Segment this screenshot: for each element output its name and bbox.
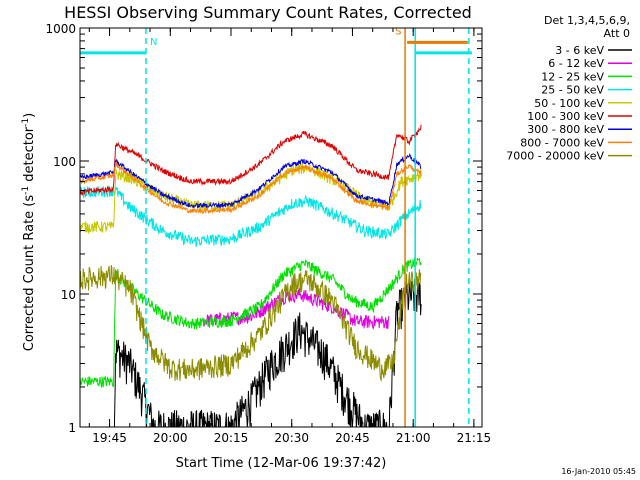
x-tick-label-2: 20:00 xyxy=(153,431,188,445)
legend-label-5: 50 - 100 keV xyxy=(534,97,604,110)
chart-title: HESSI Observing Summary Count Rates, Cor… xyxy=(64,3,472,22)
flag-label-N: N xyxy=(150,37,157,48)
series-line-1 xyxy=(113,278,422,427)
y-axis: 1 10 100 1000 xyxy=(45,22,482,435)
x-tick-label-5: 20:45 xyxy=(335,431,370,445)
legend-header-line-1: Det 1,3,4,5,6,9, xyxy=(544,14,630,27)
y-tick-label-4: 1000 xyxy=(45,22,76,36)
series-line-8 xyxy=(80,160,422,215)
legend-label-3: 12 - 25 keV xyxy=(541,70,604,83)
legend-header-line-2: Att 0 xyxy=(604,27,630,40)
plot-area: NS xyxy=(80,26,472,427)
x-tick-label-7: 21:15 xyxy=(457,431,492,445)
series-line-9 xyxy=(80,265,422,383)
x-tick-label-3: 20:15 xyxy=(214,431,249,445)
legend-label-1: 3 - 6 keV xyxy=(555,44,604,57)
legend-label-9: 7000 - 20000 keV xyxy=(506,150,604,163)
x-tick-label-1: 19:45 xyxy=(92,431,127,445)
y-tick-label-1: 1 xyxy=(68,421,76,435)
x-axis: 19:45 20:00 20:15 20:30 20:45 21:00 21:15 xyxy=(88,28,492,445)
legend-label-2: 6 - 12 keV xyxy=(548,57,604,70)
footer-date: 16-Jan-2010 05:45 xyxy=(561,467,636,476)
series-line-6 xyxy=(80,124,422,197)
series-line-4 xyxy=(80,184,422,248)
y-axis-label: Corrected Count Rate (s-1 detector-1) xyxy=(21,113,37,351)
flag-label-S: S xyxy=(395,26,401,37)
legend-label-4: 25 - 50 keV xyxy=(541,84,604,97)
plot-inner: NS xyxy=(80,26,472,427)
y-tick-label-2: 10 xyxy=(61,288,76,302)
legend-label-6: 100 - 300 keV xyxy=(527,110,604,123)
x-tick-label-4: 20:30 xyxy=(274,431,309,445)
series-line-7 xyxy=(80,153,422,209)
x-tick-label-6: 21:00 xyxy=(396,431,431,445)
series-line-3 xyxy=(80,257,422,388)
plot-frame xyxy=(79,27,483,428)
legend-label-8: 800 - 7000 keV xyxy=(520,136,604,149)
x-axis-label: Start Time (12-Mar-06 19:37:42) xyxy=(176,456,387,471)
legend-label-7: 300 - 800 keV xyxy=(527,123,604,136)
y-tick-label-3: 100 xyxy=(53,155,76,169)
